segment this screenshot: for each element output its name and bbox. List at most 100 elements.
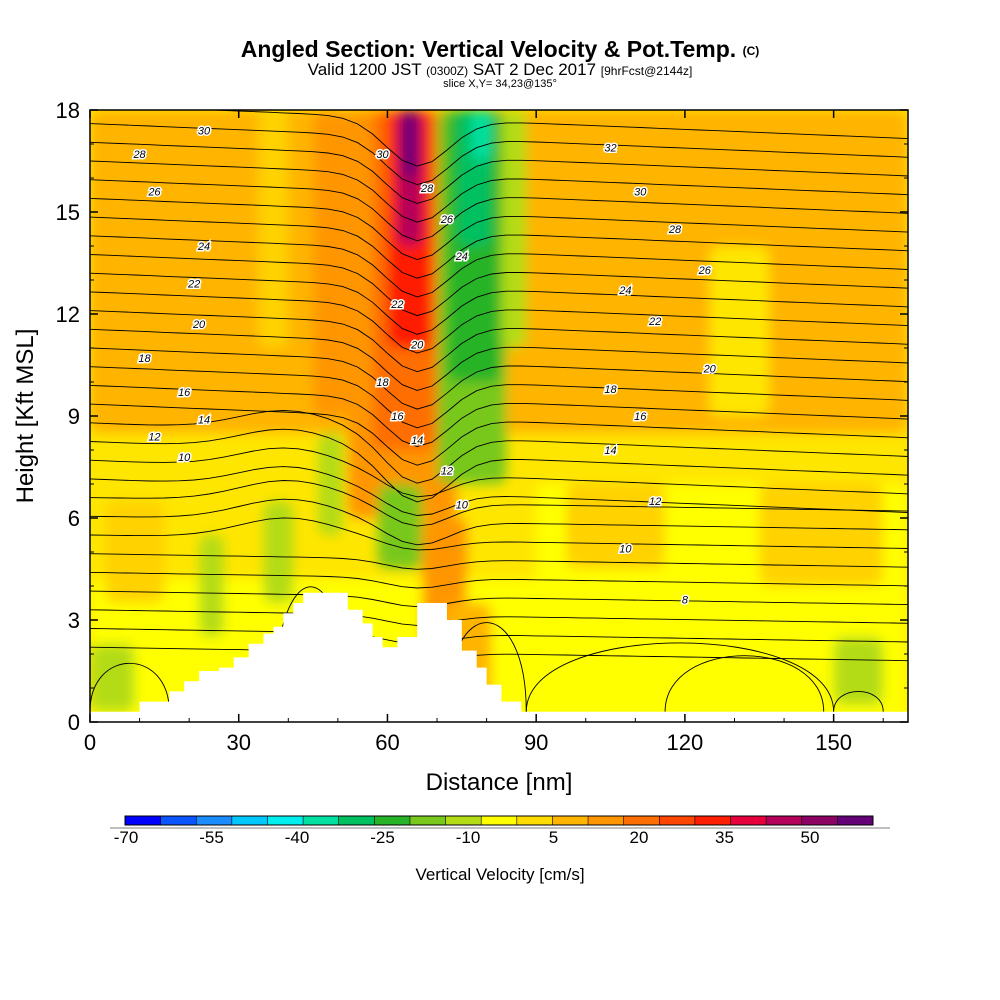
contour-label-3: 24 xyxy=(197,241,210,253)
contour-label-5: 20 xyxy=(192,319,206,331)
field-cell-24 xyxy=(104,501,165,603)
field-cell-25 xyxy=(565,484,666,569)
field-cell-7 xyxy=(402,110,418,178)
colorbar-swatch-17 xyxy=(730,816,767,825)
theta-contour-1 xyxy=(90,628,908,645)
chart-title-text: Angled Section: Vertical Velocity & Pot.… xyxy=(240,36,737,62)
theta-contour-3 xyxy=(90,590,908,608)
y-tick-label-0: 0 xyxy=(68,710,80,735)
theta-contour-8 xyxy=(90,480,908,527)
theta-contour-14 xyxy=(90,384,908,447)
contour-label-1: 28 xyxy=(132,149,146,161)
theta-contour-26 xyxy=(90,160,908,223)
colorbar-swatch-6 xyxy=(338,816,375,825)
colorbar-label-0: -70 xyxy=(114,828,139,847)
theta-contour-16 xyxy=(90,347,908,410)
theta-contour-17 xyxy=(90,328,908,391)
theta-contour-27 xyxy=(90,141,908,204)
x-tick-label-1: 30 xyxy=(226,730,250,755)
chart-subtitle: Valid 1200 JST (0300Z) SAT 2 Dec 2017 [9… xyxy=(0,60,1000,81)
colorbar-swatch-15 xyxy=(659,816,696,825)
chart-title: Angled Section: Vertical Velocity & Pot.… xyxy=(0,36,1000,62)
theta-contour-19 xyxy=(90,291,908,354)
contour-label-10: 10 xyxy=(178,452,191,464)
colorbar-swatch-8 xyxy=(409,816,447,825)
contour-label-8: 14 xyxy=(198,414,210,426)
terrain-profile xyxy=(90,592,908,722)
y-tick-label-2: 6 xyxy=(68,506,80,531)
colorbar-label-2: -40 xyxy=(285,828,310,847)
contour-label-2: 26 xyxy=(147,187,161,199)
contour-label-29: 18 xyxy=(604,384,617,396)
theta-contour-12 xyxy=(90,410,908,484)
colorbar-swatch-14 xyxy=(623,816,660,825)
colorbar-swatch-5 xyxy=(303,816,340,825)
colorbar-title: Vertical Velocity [cm/s] xyxy=(415,865,584,884)
contour-label-13: 26 xyxy=(440,214,454,226)
contour-label-31: 14 xyxy=(604,445,616,457)
colorbar-label-5: 5 xyxy=(549,828,558,847)
theta-contours xyxy=(90,110,908,712)
contour-label-15: 22 xyxy=(390,299,403,311)
colorbar-label-1: -55 xyxy=(199,828,224,847)
theta-contour-13 xyxy=(90,403,908,466)
theta-contour-18 xyxy=(90,310,908,373)
contour-label-25: 26 xyxy=(698,265,712,277)
colorbar: -70 -55 -40 -25 -10 5 20 35 50 xyxy=(110,815,890,847)
x-tick-label-0: 0 xyxy=(84,730,96,755)
theta-contour-25 xyxy=(90,179,908,242)
theta-contour-20 xyxy=(90,272,908,335)
theta-contour-dome-0 xyxy=(90,663,170,712)
contour-label-16: 20 xyxy=(410,340,424,352)
theta-contour-9 xyxy=(90,466,908,516)
theta-contour-24 xyxy=(90,197,908,260)
contour-label-11: 30 xyxy=(376,149,389,161)
contour-label-14: 24 xyxy=(455,251,468,263)
contour-label-34: 8 xyxy=(682,595,689,607)
contour-label-6: 18 xyxy=(138,353,151,365)
contour-label-32: 12 xyxy=(649,496,661,508)
x-tick-label-4: 120 xyxy=(667,730,704,755)
theta-contour-dome-5 xyxy=(664,655,825,712)
colorbar-swatch-1 xyxy=(160,816,197,825)
contour-label-9: 12 xyxy=(148,431,160,443)
theta-contour-22 xyxy=(90,235,908,298)
colorbar-swatch-10 xyxy=(481,816,518,825)
contour-label-24: 28 xyxy=(668,224,682,236)
colorbar-swatch-12 xyxy=(552,816,589,825)
field-cell-14 xyxy=(501,110,527,348)
contour-label-28: 20 xyxy=(703,363,717,375)
forecast-info: [9hrFcst@2144z] xyxy=(600,64,693,78)
x-tick-label-3: 90 xyxy=(524,730,548,755)
colorbar-label-8: 50 xyxy=(801,828,820,847)
y-tick-label-4: 12 xyxy=(56,302,80,327)
colorbar-swatch-16 xyxy=(694,816,732,825)
colorbar-label-7: 35 xyxy=(715,828,734,847)
colorbar-label-4: -10 xyxy=(456,828,481,847)
theta-contour-23 xyxy=(90,216,908,279)
contour-label-33: 10 xyxy=(619,544,632,556)
field-cell-19 xyxy=(318,433,343,535)
theta-contour-10 xyxy=(90,447,908,498)
y-tick-label-5: 15 xyxy=(56,200,80,225)
theta-contour-15 xyxy=(90,366,908,429)
contour-label-18: 16 xyxy=(391,411,404,423)
field-cell-26 xyxy=(759,484,884,586)
colorbar-swatch-0 xyxy=(125,816,162,825)
contour-labels: 30 28 26 24 22 20 18 16 14 12 10 30 28 26 24 22 20 18 16 14… xyxy=(131,124,718,608)
contour-label-26: 24 xyxy=(618,285,631,297)
field-cell-20 xyxy=(833,637,884,705)
colorbar-swatch-19 xyxy=(801,816,838,825)
y-tick-label-6: 18 xyxy=(56,98,80,123)
contour-label-19: 14 xyxy=(411,435,423,447)
x-axis-label: Distance [nm] xyxy=(426,769,573,796)
velocity-field xyxy=(90,110,908,722)
contour-label-0: 30 xyxy=(198,125,211,137)
theta-contour-6 xyxy=(90,517,908,551)
x-tick-label-2: 60 xyxy=(375,730,399,755)
valid-zulu: (0300Z) xyxy=(426,64,469,78)
theta-contour-28 xyxy=(90,123,908,186)
colorbar-swatch-18 xyxy=(766,816,803,825)
theta-contour-21 xyxy=(90,254,908,317)
